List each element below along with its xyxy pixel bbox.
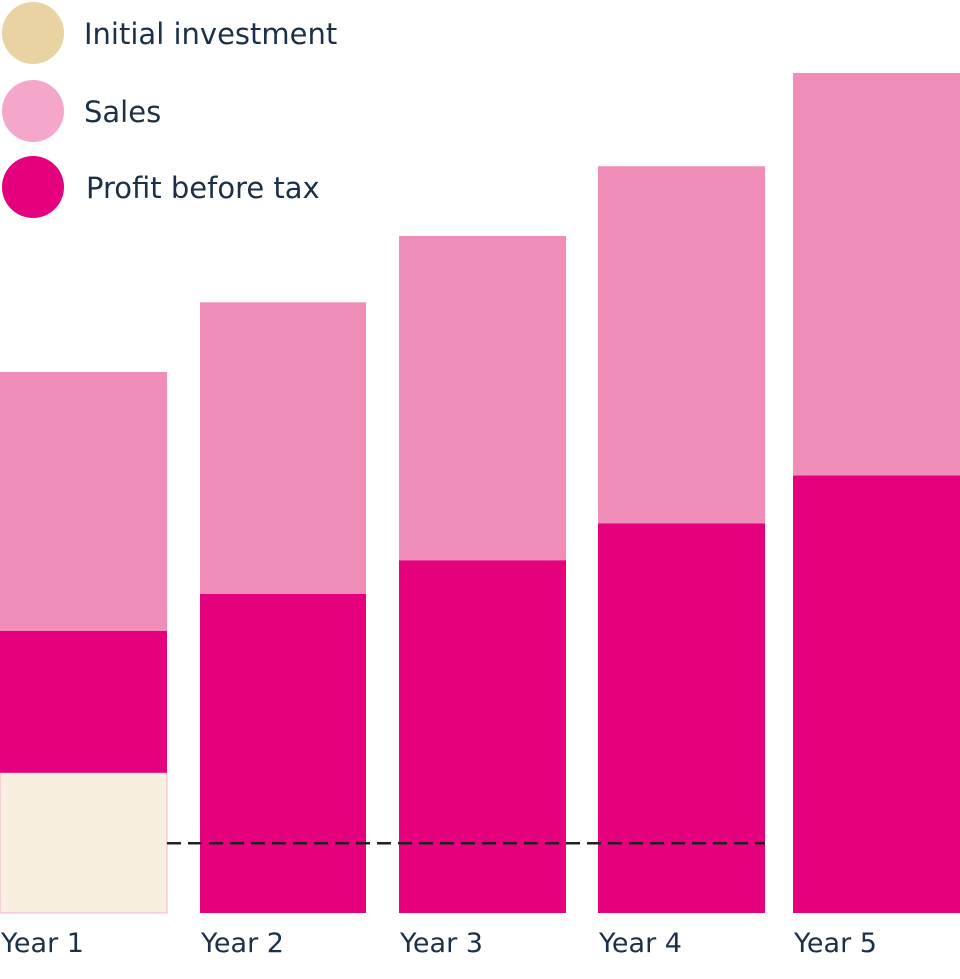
bar-year-1-sales <box>0 372 167 631</box>
x-axis-labels: Year 1 Year 2 Year 3 Year 4 Year 5 <box>0 928 877 959</box>
bar-year-4-sales <box>598 166 765 524</box>
legend-label-sales: Sales <box>84 95 161 129</box>
x-label-year-5: Year 5 <box>793 928 877 959</box>
legend-label-profit-before-tax: Profit before tax <box>86 171 320 205</box>
bar-year-2-profit-before-tax <box>200 593 366 913</box>
bar-year-3-sales <box>399 235 566 561</box>
bar-year-5-sales <box>793 73 960 476</box>
x-label-year-4: Year 4 <box>598 928 682 959</box>
legend-swatch-initial-investment <box>2 2 64 64</box>
bar-year-1-profit-before-tax <box>0 630 167 773</box>
bars <box>0 73 960 914</box>
bar-year-2-sales <box>200 302 366 594</box>
x-label-year-2: Year 2 <box>200 928 284 959</box>
bar-year-4-profit-before-tax <box>598 523 765 913</box>
x-label-year-3: Year 3 <box>399 928 483 959</box>
legend: Initial investment Sales Profit before tax <box>2 2 337 218</box>
legend-label-initial-investment: Initial investment <box>84 17 337 51</box>
bar-year-1-initial-investment <box>0 772 168 914</box>
legend-swatch-profit-before-tax <box>2 156 64 218</box>
bar-year-5-profit-before-tax <box>793 475 960 913</box>
legend-swatch-sales <box>2 80 64 142</box>
x-label-year-1: Year 1 <box>0 928 84 959</box>
bar-year-3-profit-before-tax <box>399 560 566 913</box>
